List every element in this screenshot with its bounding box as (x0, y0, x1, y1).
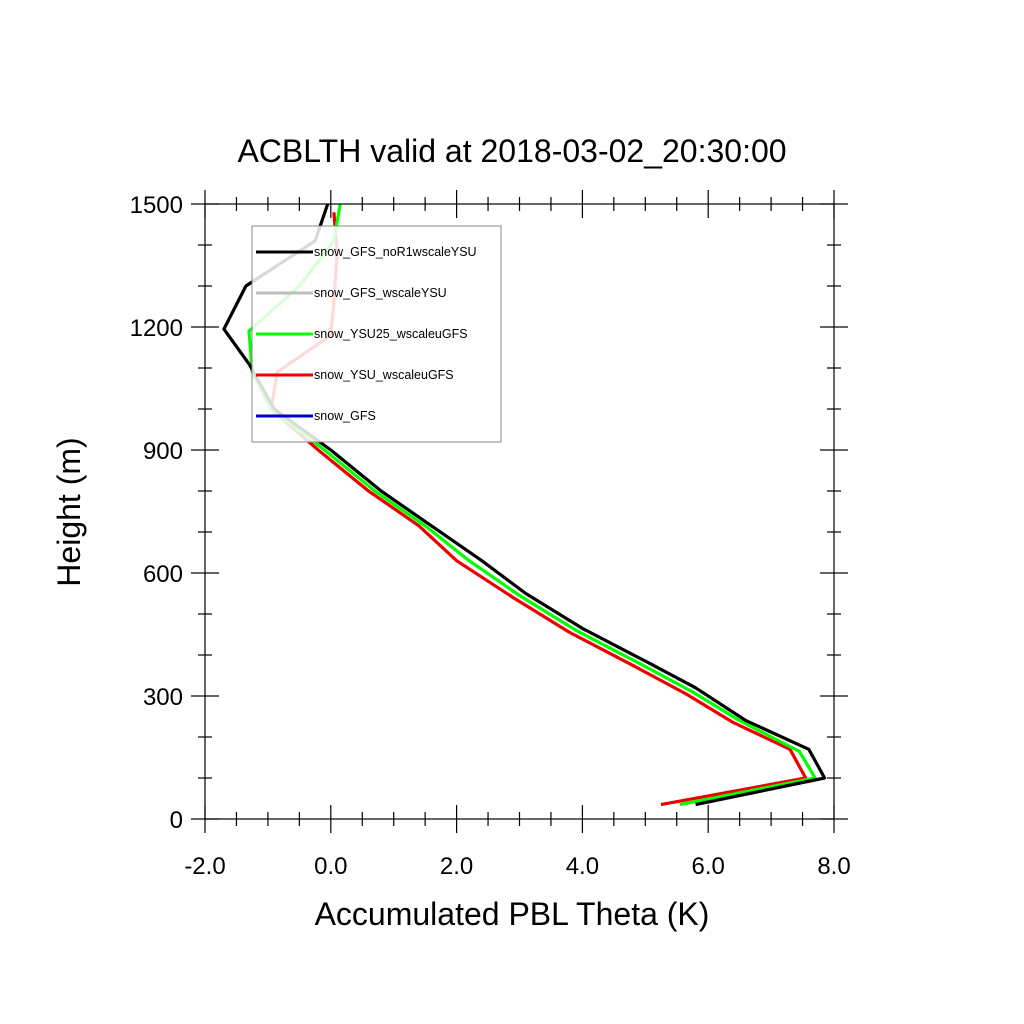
x-tick-label: 2.0 (440, 853, 473, 880)
legend-label: snow_YSU25_wscaleuGFS (314, 327, 468, 341)
y-tick-label: 1500 (130, 192, 183, 219)
y-tick-label: 0 (170, 807, 183, 834)
y-tick-label: 600 (143, 561, 183, 588)
legend-label: snow_GFS_wscaleYSU (314, 286, 447, 300)
y-tick-label: 900 (143, 438, 183, 465)
x-tick-label: -2.0 (184, 853, 225, 880)
y-tick-label: 300 (143, 684, 183, 711)
legend-label: snow_GFS_noR1wscaleYSU (314, 245, 477, 259)
x-tick-label: 0.0 (314, 853, 347, 880)
legend-label: snow_YSU_wscaleuGFS (314, 368, 454, 382)
chart-title: ACBLTH valid at 2018-03-02_20:30:00 (237, 133, 786, 169)
series-line-snow_GFS_noR1wscaleYSU (222, 203, 827, 807)
x-tick-label: 6.0 (692, 853, 725, 880)
x-axis-label: Accumulated PBL Theta (K) (315, 896, 710, 932)
x-tick-label: 4.0 (566, 853, 599, 880)
legend: snow_GFS_noR1wscaleYSU snow_GFS_wscaleYSU… (251, 225, 502, 443)
ticks-layer: -2.0 0.0 2.0 4.0 6.0 8.0 0 300 600 900 1200 1500 (130, 190, 851, 880)
y-axis-label: Height (m) (51, 437, 87, 586)
x-tick-label: 8.0 (817, 853, 850, 880)
y-tick-label: 1200 (130, 315, 183, 342)
legend-label: snow_GFS (314, 409, 376, 423)
